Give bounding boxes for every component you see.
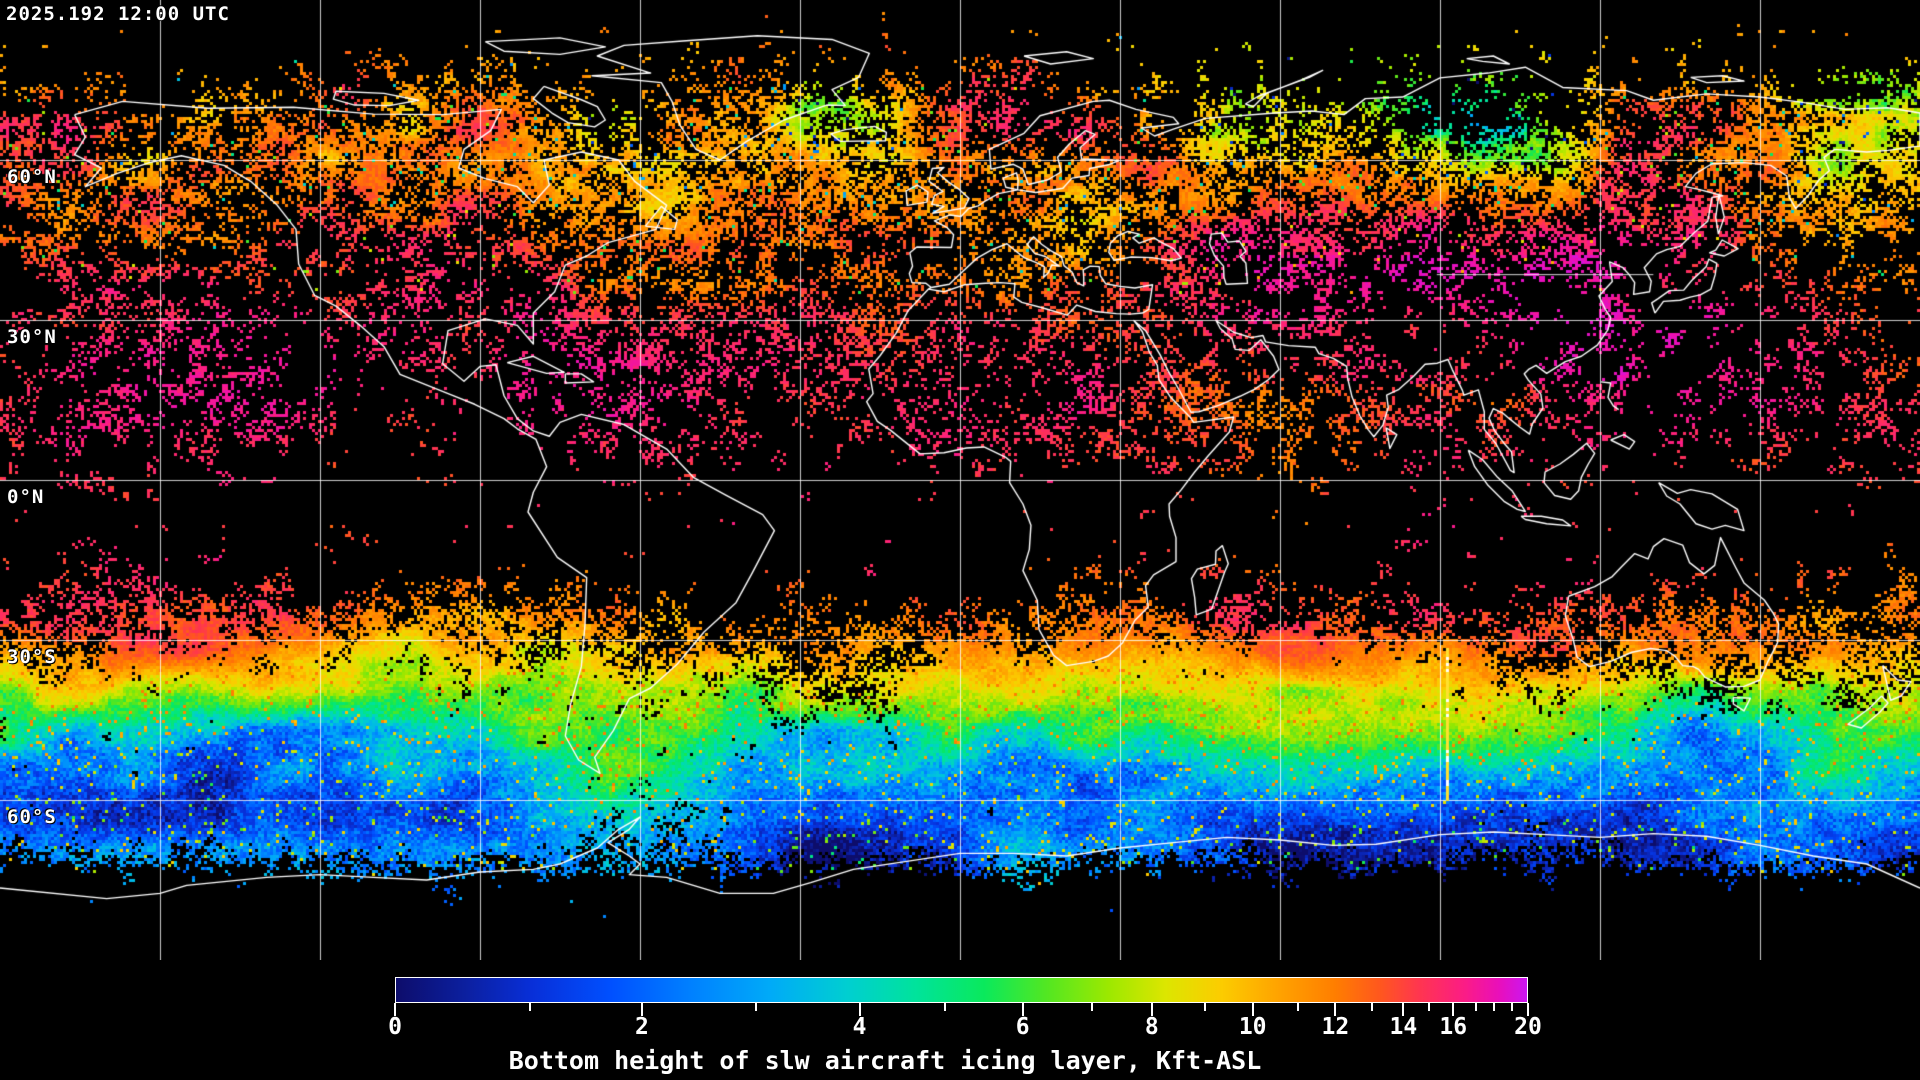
colorbar-tick-label: 16: [1439, 1014, 1468, 1040]
colorbar-tick: [1452, 1003, 1455, 1016]
colorbar-tick: [1297, 1003, 1299, 1011]
colorbar-tick: [943, 1003, 946, 1011]
colorbar-tick-label: 12: [1321, 1014, 1350, 1040]
colorbar-tick-label: 20: [1514, 1014, 1542, 1040]
colorbar-tick-label: 0: [388, 1014, 402, 1040]
latitude-label: 30°S: [7, 646, 57, 668]
colorbar-tick: [1511, 1003, 1514, 1011]
colorbar-tick: [1334, 1003, 1337, 1016]
colorbar-tick: [1402, 1003, 1405, 1016]
colorbar-tick: [755, 1003, 758, 1011]
latitude-label: 30°N: [7, 326, 57, 348]
world-map-canvas: [0, 0, 1920, 960]
colorbar-tick: [1150, 1003, 1153, 1016]
colorbar-tick: [1204, 1003, 1207, 1011]
colorbar-tick-label: 4: [852, 1014, 867, 1040]
colorbar-tick-label: 10: [1238, 1014, 1267, 1040]
colorbar-tick-label: 6: [1015, 1014, 1030, 1040]
colorbar-tick: [640, 1003, 643, 1016]
colorbar-title: Bottom height of slw aircraft icing laye…: [508, 1046, 1262, 1075]
colorbar-tick: [1370, 1003, 1373, 1011]
colorbar-gradient: [395, 977, 1528, 1003]
colorbar-tick: [1527, 1003, 1529, 1016]
colorbar-tick-label: 2: [635, 1014, 649, 1040]
colorbar-tick: [394, 1003, 396, 1016]
colorbar-tick: [1474, 1003, 1477, 1011]
colorbar-tick-label: 8: [1144, 1014, 1159, 1040]
colorbar-tick-label: 14: [1389, 1014, 1418, 1040]
colorbar-tick: [528, 1003, 531, 1011]
latitude-label: 0°N: [7, 486, 45, 508]
colorbar-tick: [1428, 1003, 1431, 1011]
colorbar-tick: [1251, 1003, 1254, 1016]
timestamp-label: 2025.192 12:00 UTC: [6, 3, 230, 25]
colorbar-tick: [1090, 1003, 1093, 1011]
colorbar-tick: [1493, 1003, 1495, 1011]
latitude-label: 60°S: [7, 806, 57, 828]
colorbar-tick: [858, 1003, 861, 1016]
latitude-label: 60°N: [7, 166, 57, 188]
colorbar-tick: [1021, 1003, 1024, 1016]
